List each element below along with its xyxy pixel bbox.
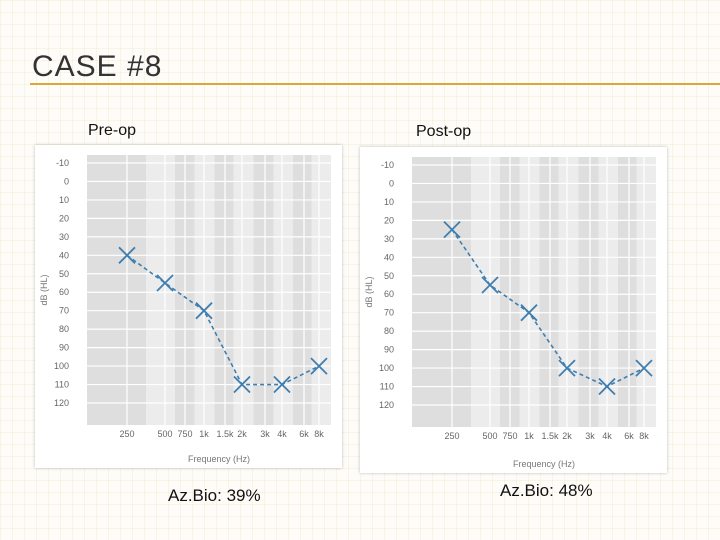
x-tick-label: 1.5k (216, 429, 234, 439)
series-line (451, 229, 645, 388)
y-tick-label: 40 (384, 252, 394, 262)
y-tick-label: 110 (55, 380, 69, 390)
y-tick-label: -10 (56, 158, 69, 168)
post-op-label: Post-op (416, 123, 472, 140)
x-tick-label: 2k (562, 431, 572, 441)
x-tick-label: 250 (119, 429, 134, 439)
x-tick-label: 3k (260, 429, 270, 439)
post-op-azbio-caption: Az.Bio: 48% (500, 481, 593, 500)
y-tick-label: 20 (59, 213, 69, 223)
y-tick-label: 0 (64, 176, 69, 186)
slide-title: CASE #8 (32, 50, 163, 83)
x-tick-label: 8k (314, 429, 324, 439)
x-tick-label: 1.5k (541, 431, 559, 441)
pre-op-azbio-caption: Az.Bio: 39% (168, 486, 261, 505)
y-tick-label: 20 (384, 215, 394, 225)
plot-band (618, 157, 637, 427)
y-tick-label: 100 (379, 363, 394, 373)
y-tick-label: -10 (381, 160, 394, 170)
x-marker (118, 246, 136, 264)
x-axis-label: Frequency (Hz) (188, 454, 250, 464)
y-tick-label: 60 (384, 289, 394, 299)
x-tick-label: 750 (502, 431, 517, 441)
x-marker (443, 220, 461, 239)
x-tick-label: 6k (624, 431, 634, 441)
y-tick-label: 60 (59, 287, 69, 297)
x-marker (481, 276, 499, 294)
y-tick-label: 40 (59, 250, 69, 260)
post-op-audiogram: -10 0 10 20 30 40 50 60 70 80 90 100 110 120 250 500 750… (360, 147, 667, 473)
y-tick-label: 70 (59, 306, 69, 316)
plot-area (412, 157, 656, 427)
x-marker (310, 357, 328, 375)
audiogram-svg-0: -10 0 10 20 30 40 50 60 70 80 90 100 110 120 250 500 750… (39, 155, 331, 464)
x-marker (273, 375, 291, 394)
x-tick-label: 3k (585, 431, 595, 441)
y-axis-label: dB (HL) (39, 274, 49, 305)
x-tick-label: 1k (199, 429, 209, 439)
y-tick-label: 10 (59, 195, 69, 205)
y-tick-label: 80 (384, 326, 394, 336)
plot-band (293, 155, 312, 425)
x-marker (195, 302, 213, 320)
x-marker (635, 359, 653, 377)
x-tick-label: 8k (639, 431, 649, 441)
y-tick-label: 30 (59, 232, 69, 242)
series-line (126, 254, 320, 386)
pre-op-label: Pre-op (88, 122, 137, 139)
x-axis-label: Frequency (Hz) (513, 459, 575, 469)
x-marker (558, 359, 576, 377)
x-tick-label: 1k (524, 431, 534, 441)
x-tick-label: 750 (177, 429, 192, 439)
y-tick-label: 0 (389, 178, 394, 188)
y-tick-label: 50 (59, 269, 69, 279)
y-tick-label: 50 (384, 271, 394, 281)
y-tick-label: 110 (380, 382, 394, 392)
x-tick-label: 6k (299, 429, 309, 439)
x-tick-label: 500 (157, 429, 172, 439)
x-tick-label: 4k (277, 429, 287, 439)
plot-band (253, 155, 274, 425)
x-marker (520, 304, 538, 322)
x-tick-label: 500 (482, 431, 497, 441)
title-underline (30, 83, 720, 85)
y-tick-label: 90 (384, 345, 394, 355)
pre-op-audiogram: -10 0 10 20 30 40 50 60 70 80 90 100 110 120 250 500 750… (35, 145, 342, 468)
x-tick-label: 250 (444, 431, 459, 441)
audiogram-svg-1: -10 0 10 20 30 40 50 60 70 80 90 100 110 120 250 500 750… (364, 157, 656, 469)
plot-band (539, 157, 559, 427)
x-marker (156, 274, 174, 292)
y-tick-label: 100 (54, 361, 69, 371)
y-tick-label: 10 (384, 197, 394, 207)
y-tick-label: 120 (54, 398, 69, 408)
plot-area (87, 155, 331, 425)
x-marker (598, 377, 616, 396)
y-tick-label: 30 (384, 234, 394, 244)
x-marker (233, 375, 251, 394)
plot-band (578, 157, 599, 427)
y-tick-label: 120 (379, 400, 394, 410)
y-tick-label: 80 (59, 324, 69, 334)
y-axis-label: dB (HL) (364, 276, 374, 307)
y-tick-label: 90 (59, 343, 69, 353)
y-tick-label: 70 (384, 308, 394, 318)
x-tick-label: 4k (602, 431, 612, 441)
x-tick-label: 2k (237, 429, 247, 439)
